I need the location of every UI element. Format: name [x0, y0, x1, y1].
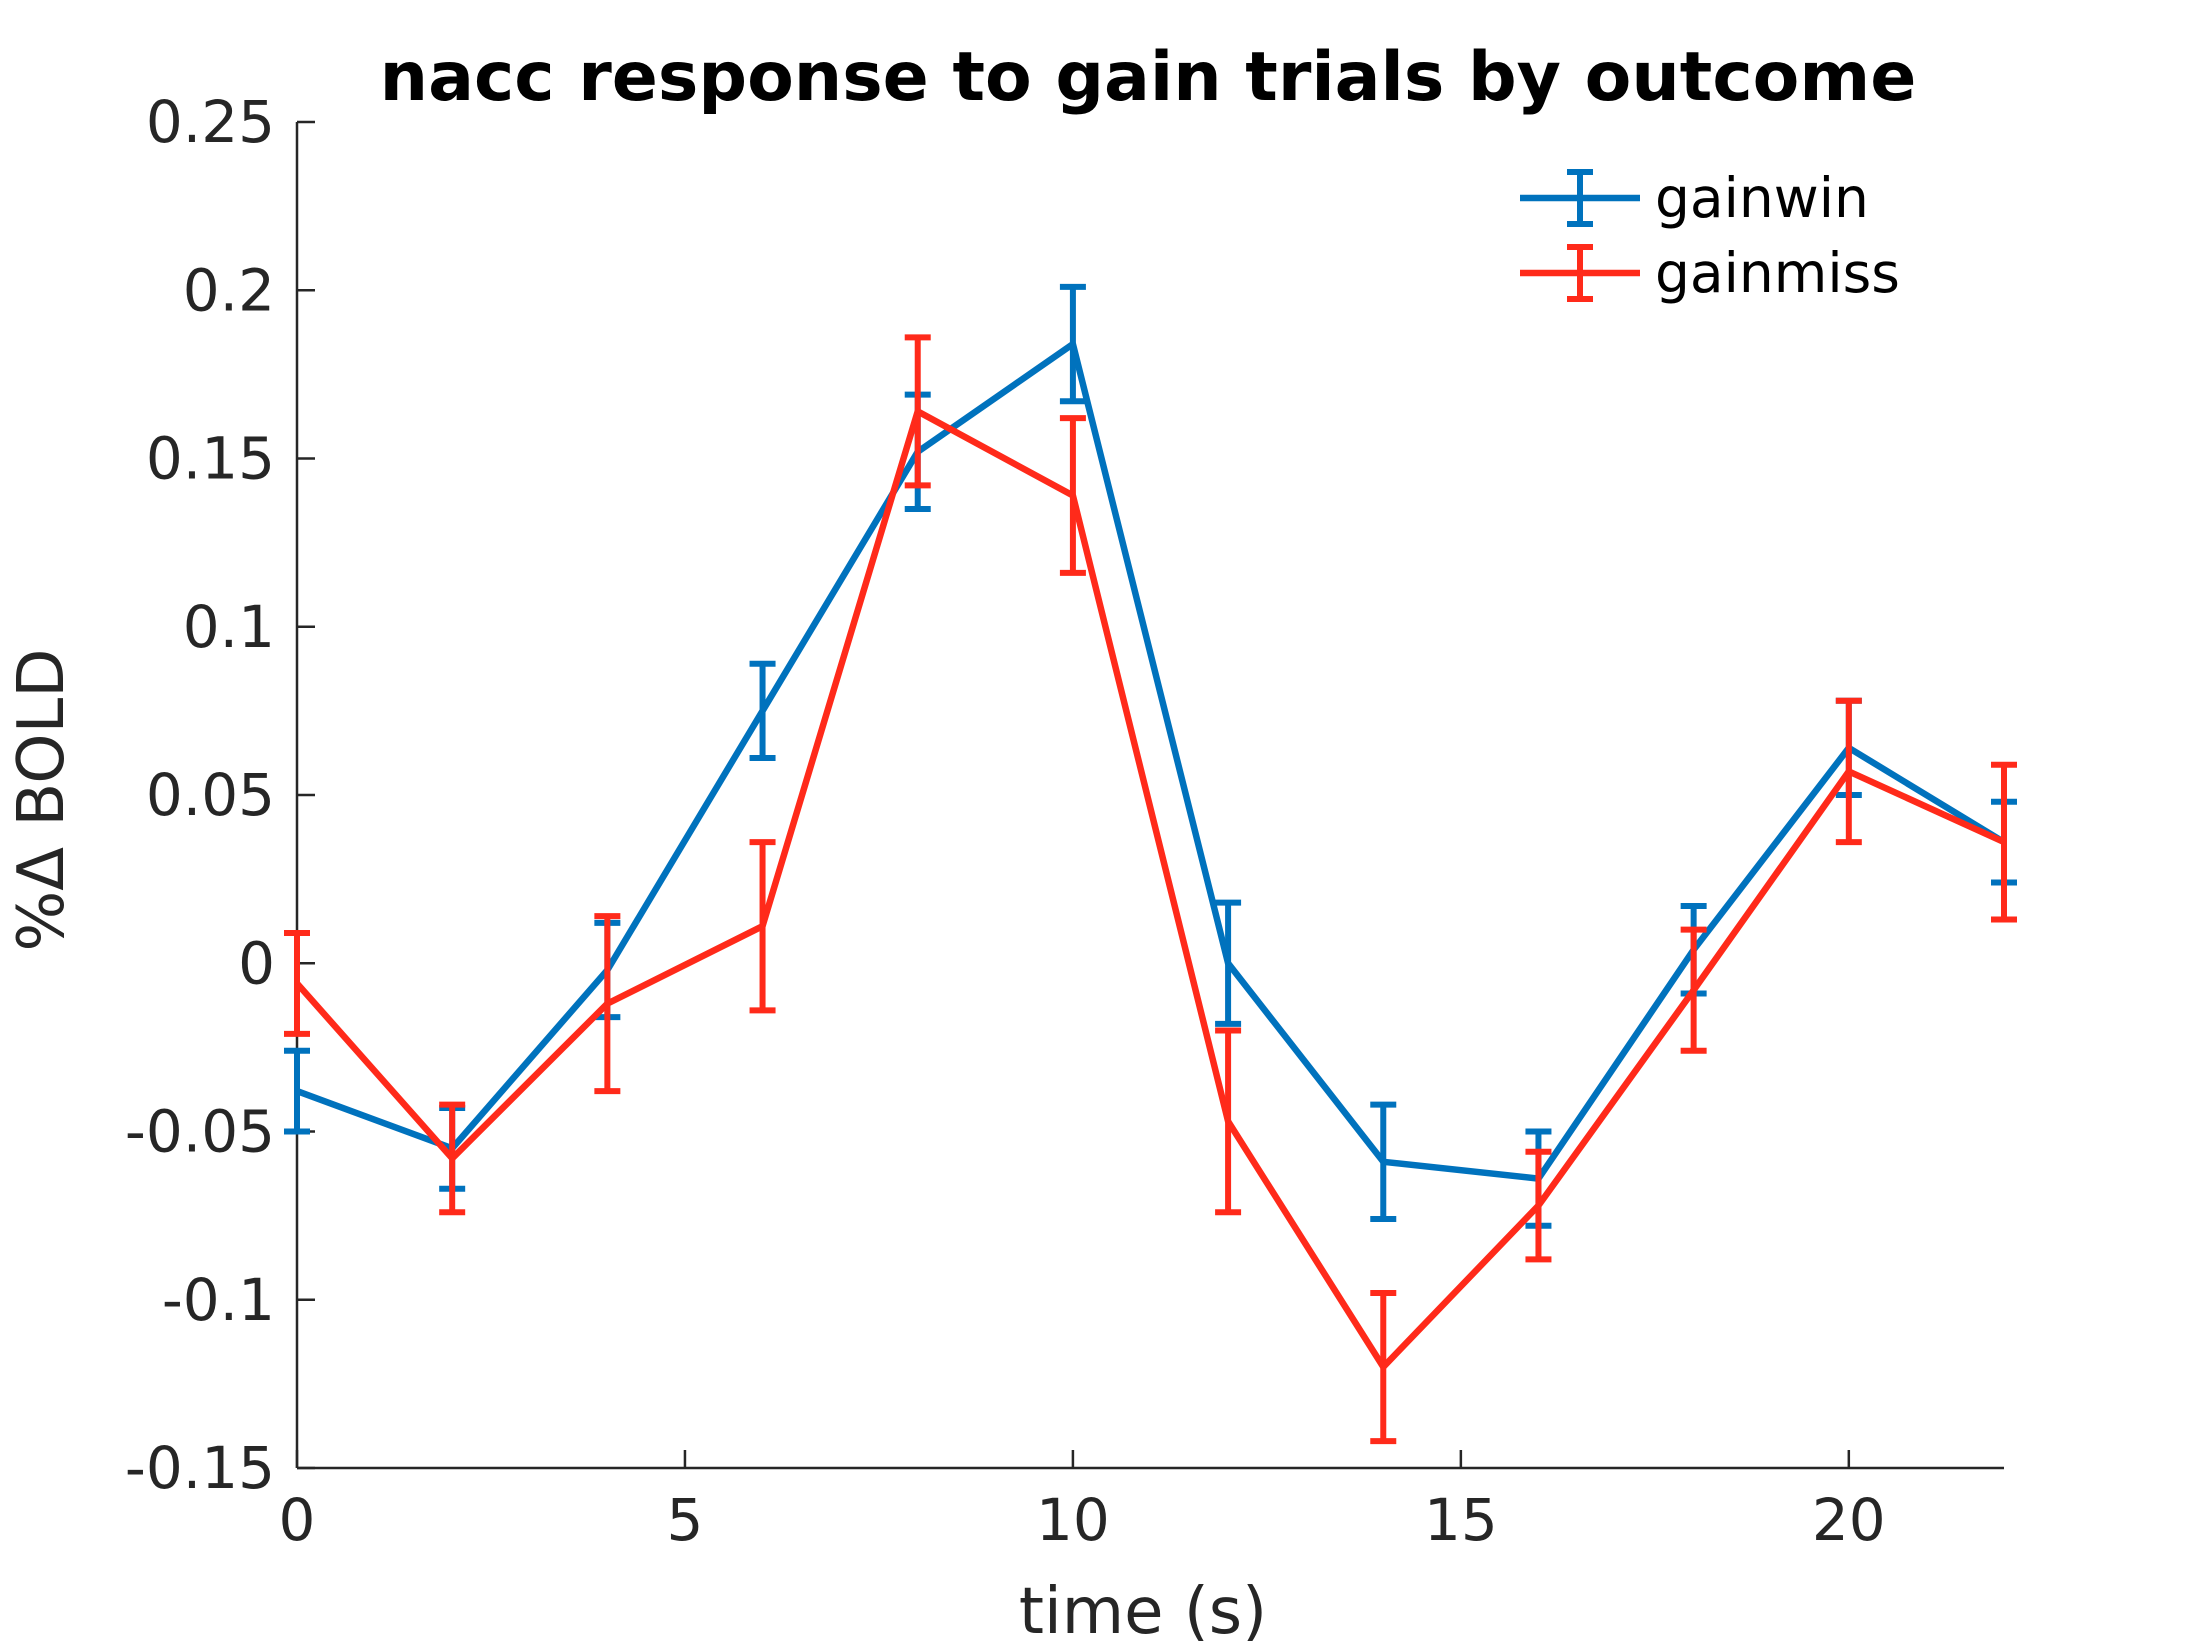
y-tick-label: -0.05	[125, 1098, 275, 1166]
series-line-gainwin	[295, 340, 2006, 1182]
y-tick-label: 0.25	[146, 88, 275, 156]
error-bar	[1991, 761, 2017, 923]
legend-label: gainmiss	[1655, 241, 1900, 305]
y-tick-label: 0.2	[183, 256, 275, 324]
x-tick-label: 5	[667, 1486, 704, 1554]
axes: 0 5 10 15 20 -0.15 -0.1 -0.05 0 0.05 0.1 0.15 0.2 0.2…	[125, 88, 2004, 1554]
series-layer	[284, 283, 2017, 1445]
x-tick-label: 15	[1424, 1486, 1498, 1554]
y-tick-label: -0.1	[162, 1266, 275, 1334]
legend: gainwin gainmiss	[1520, 166, 1900, 305]
x-tick-label: 10	[1036, 1486, 1110, 1554]
y-tick-label: 0.1	[183, 593, 275, 661]
chart-title: nacc response to gain trials by outcome	[380, 38, 1917, 117]
x-axis-label: time (s)	[1019, 1575, 1267, 1641]
x-tick-label: 20	[1812, 1486, 1886, 1554]
legend-label: gainwin	[1655, 166, 1869, 230]
y-tick-label: 0	[238, 929, 275, 997]
legend-item-gainmiss: gainmiss	[1520, 241, 1900, 305]
y-tick-label: -0.15	[125, 1434, 275, 1502]
series-line-gainmiss	[294, 408, 2006, 1371]
legend-item-gainwin: gainwin	[1520, 166, 1869, 230]
y-axis-label: %Δ BOLD	[5, 648, 79, 951]
y-tick-label: 0.05	[146, 761, 275, 829]
series-gainmiss	[284, 334, 2017, 1445]
y-tick-label: 0.15	[146, 425, 275, 493]
x-tick-label: 0	[279, 1486, 316, 1554]
